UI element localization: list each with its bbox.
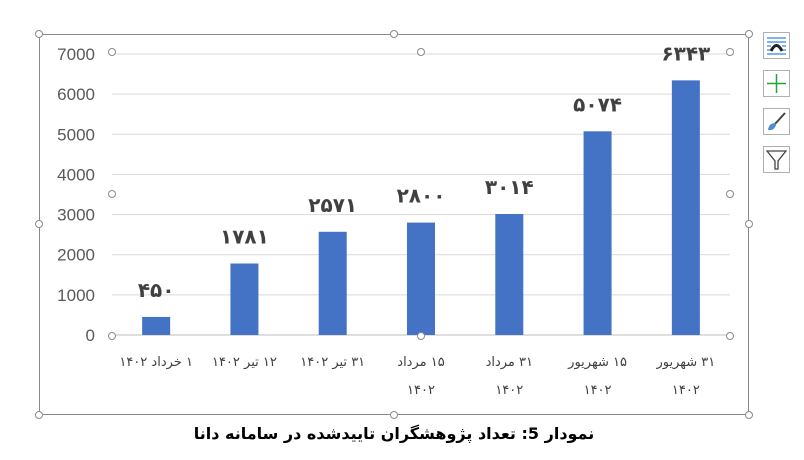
resize-handle[interactable]: [108, 190, 116, 198]
x-tick-label: ۱۵ شهریور: [567, 355, 627, 370]
data-label: ۲۵۷۱: [308, 193, 357, 217]
bar: [671, 80, 700, 335]
data-label: ۱۷۸۱: [220, 225, 269, 249]
resize-handle[interactable]: [417, 48, 425, 56]
chart-filter-icon[interactable]: [763, 146, 790, 173]
resize-handle[interactable]: [390, 411, 398, 419]
resize-handle[interactable]: [745, 411, 753, 419]
x-tick-label: ۱۴۰۲: [584, 383, 612, 398]
bar: [407, 222, 435, 335]
y-tick-label: 5000: [57, 125, 95, 144]
resize-handle[interactable]: [726, 332, 734, 340]
data-label: ۵۰۷۴: [573, 92, 622, 116]
bar: [318, 231, 347, 335]
resize-handle[interactable]: [390, 30, 398, 38]
x-tick-label: ۱ خرداد ۱۴۰۲: [119, 355, 193, 370]
x-tick-label: ۱۲ تیر ۱۴۰۲: [212, 355, 277, 370]
bar: [583, 131, 612, 335]
resize-handle[interactable]: [35, 30, 43, 38]
y-tick-label: 3000: [57, 206, 95, 225]
y-tick-label: 0: [86, 326, 95, 345]
resize-handle[interactable]: [726, 48, 734, 56]
y-tick-label: 2000: [57, 246, 95, 265]
data-label: ۶۳۴۳: [661, 41, 710, 65]
chart-caption: نمودار 5: تعداد پژوهشگران تاییدشده در سا…: [193, 424, 595, 443]
bar: [230, 263, 259, 335]
x-tick-label: ۱۵ مرداد: [397, 355, 444, 370]
x-tick-label: ۱۴۰۲: [495, 383, 523, 398]
x-tick-label: ۳۱ مرداد: [486, 355, 533, 370]
resize-handle[interactable]: [108, 332, 116, 340]
resize-handle[interactable]: [35, 220, 43, 228]
data-label: ۳۰۱۴: [485, 175, 534, 199]
x-tick-label: ۳۱ تیر ۱۴۰۲: [300, 355, 365, 370]
data-label: ۴۵۰: [138, 278, 175, 302]
bar: [142, 316, 171, 335]
data-label: ۲۸۰۰: [397, 184, 446, 208]
y-tick-label: 4000: [57, 165, 95, 184]
resize-handle[interactable]: [745, 30, 753, 38]
x-tick-label: ۳۱ شهریور: [655, 355, 715, 370]
bar: [495, 214, 524, 335]
resize-handle[interactable]: [108, 48, 116, 56]
resize-handle[interactable]: [726, 190, 734, 198]
resize-handle[interactable]: [35, 411, 43, 419]
y-tick-label: 1000: [57, 286, 95, 305]
chart-styles-brush-icon[interactable]: [763, 108, 790, 135]
chart-elements-plus-icon[interactable]: [763, 70, 790, 97]
y-tick-label: 7000: [57, 45, 95, 64]
resize-handle[interactable]: [745, 220, 753, 228]
x-tick-label: ۱۴۰۲: [672, 383, 700, 398]
x-tick-label: ۱۴۰۲: [407, 383, 435, 398]
resize-handle[interactable]: [417, 332, 425, 340]
chart-layout-icon[interactable]: [763, 32, 790, 59]
y-tick-label: 6000: [57, 85, 95, 104]
